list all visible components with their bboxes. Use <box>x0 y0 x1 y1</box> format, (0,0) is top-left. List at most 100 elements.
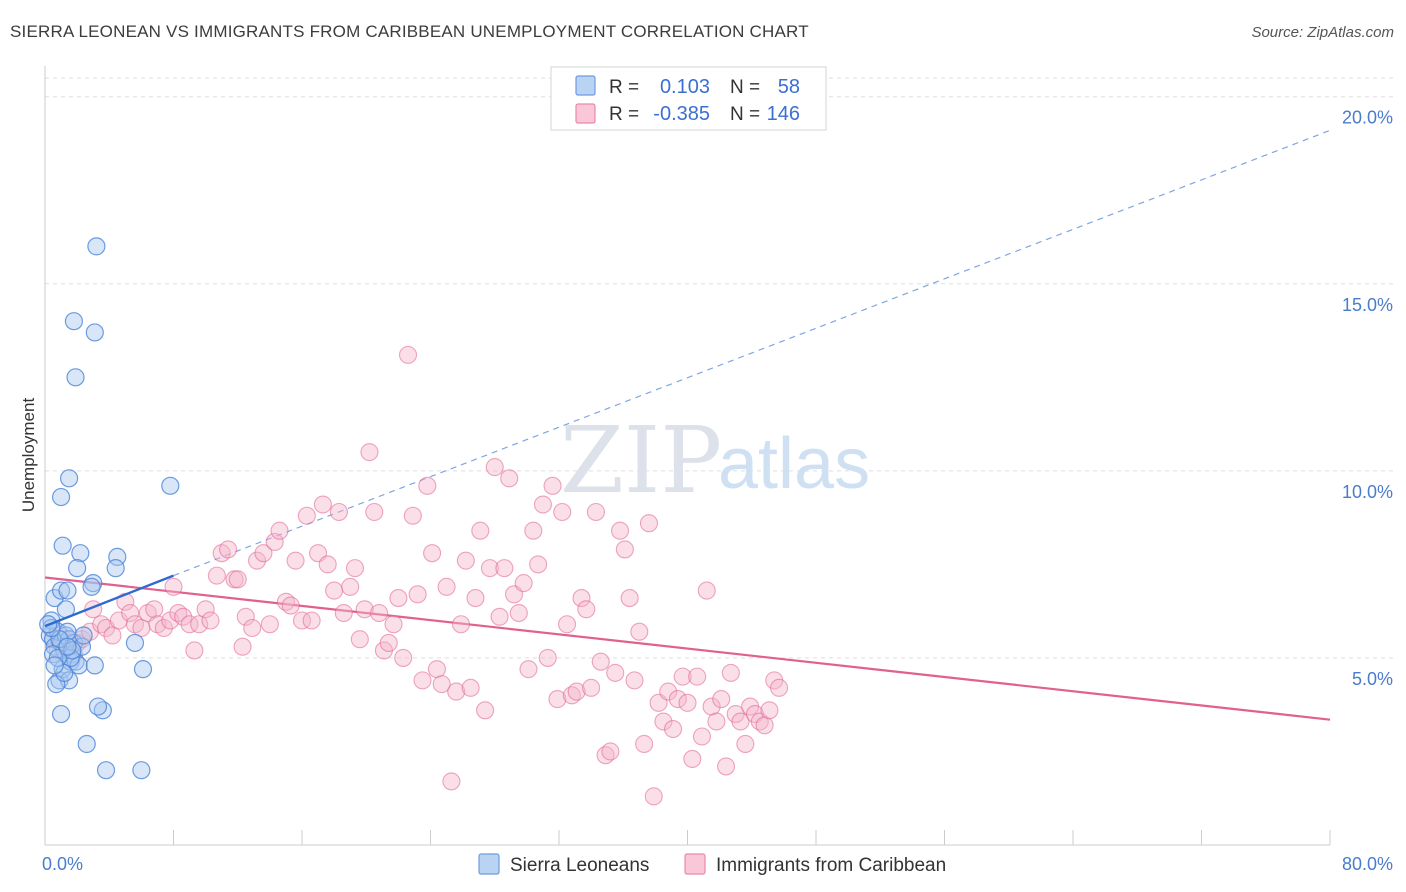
sierra-leonean-point-34 <box>51 487 71 507</box>
caribbean-point-113 <box>615 540 634 559</box>
caribbean-point-101 <box>557 615 577 634</box>
caribbean-point-96 <box>533 495 552 514</box>
trend-line-caribbean <box>44 576 1331 721</box>
legend-swatch-caribbean <box>684 853 706 875</box>
caribbean-point-36 <box>233 637 252 656</box>
caribbean-point-30 <box>201 611 220 630</box>
caribbean-point-104 <box>572 589 591 608</box>
caribbean-point-82 <box>466 589 485 608</box>
sierra-leonean-point-56 <box>45 656 64 675</box>
caribbean-point-93 <box>519 660 538 679</box>
sierra-leonean-point-32 <box>108 547 127 567</box>
caribbean-point-85 <box>480 559 499 578</box>
caribbean-point-74 <box>427 660 446 679</box>
caribbean-point-83 <box>471 521 490 540</box>
caribbean-point-110 <box>601 742 620 761</box>
legend-r-value-pink: -0.385 <box>653 103 710 125</box>
caribbean-point-72 <box>418 476 437 495</box>
sierra-leonean-point-38 <box>66 368 85 387</box>
caribbean-point-65 <box>384 615 403 634</box>
caribbean-point-116 <box>630 622 649 641</box>
caribbean-point-39 <box>247 551 267 570</box>
caribbean-point-133 <box>712 690 731 709</box>
caribbean-point-40 <box>254 544 273 563</box>
caribbean-point-71 <box>413 671 432 690</box>
sierra-leonean-point-46 <box>51 704 71 724</box>
sierra-leonean-point-47 <box>77 734 96 754</box>
sierra-leonean-point-57 <box>58 637 77 656</box>
legend-swatch-sierra-leoneans <box>478 853 500 875</box>
y-tick-label-10: 10.0% <box>1342 482 1393 502</box>
caribbean-point-99 <box>548 690 567 709</box>
trend-line-sierra-leonean-extension <box>173 129 1331 577</box>
caribbean-point-111 <box>606 663 625 682</box>
caribbean-point-28 <box>190 615 209 634</box>
caribbean-point-80 <box>456 551 475 570</box>
sierra-leonean-point-49 <box>132 761 151 780</box>
caribbean-point-27 <box>185 641 204 660</box>
legend-n-label-blue: N = <box>730 77 760 98</box>
caribbean-point-95 <box>529 555 548 574</box>
caribbean-point-56 <box>341 577 360 596</box>
caribbean-point-58 <box>350 630 369 649</box>
legend-n-value-pink: 146 <box>767 103 800 125</box>
legend-r-label-pink: R = <box>609 104 639 125</box>
caribbean-point-77 <box>442 772 461 791</box>
caribbean-point-106 <box>582 678 601 697</box>
trend-lines <box>44 129 1331 721</box>
sierra-leonean-point-41 <box>85 656 104 675</box>
chart-title: SIERRA LEONEAN VS IMMIGRANTS FROM CARIBB… <box>10 22 809 41</box>
caribbean-point-124 <box>668 690 687 709</box>
y-tick-label-20: 20.0% <box>1342 108 1393 128</box>
caribbean-point-103 <box>567 682 586 701</box>
sierra-leonean-point-28 <box>53 536 72 555</box>
caribbean-point-53 <box>325 581 344 600</box>
caribbean-point-67 <box>394 648 413 667</box>
caribbean-point-132 <box>707 712 726 731</box>
y-axis-label: Unemployment <box>19 398 38 513</box>
caribbean-point-55 <box>334 603 353 623</box>
sierra-leonean-point-40 <box>161 476 180 495</box>
caribbean-point-47 <box>292 611 312 630</box>
caribbean-point-26 <box>180 615 199 634</box>
caribbean-point-112 <box>610 521 630 540</box>
legend-swatch-pink <box>575 103 596 124</box>
caribbean-point-51 <box>313 495 332 514</box>
sierra-leonean-point-36 <box>64 312 84 331</box>
caribbean-point-105 <box>577 600 596 619</box>
caribbean-point-75 <box>432 675 451 694</box>
caribbean-point-87 <box>490 607 509 626</box>
caribbean-point-117 <box>635 734 654 754</box>
caribbean-point-35 <box>228 570 247 589</box>
series-sierra-leonean-points <box>39 237 180 780</box>
watermark: ZIP atlas <box>560 407 870 514</box>
caribbean-point-86 <box>485 458 504 477</box>
caribbean-point-66 <box>389 589 408 608</box>
caribbean-point-70 <box>408 585 427 604</box>
caribbean-point-68 <box>398 345 418 364</box>
sierra-leonean-point-37 <box>85 323 104 342</box>
sierra-leonean-point-33 <box>106 559 125 578</box>
caribbean-point-59 <box>355 600 374 619</box>
caribbean-point-127 <box>683 749 702 768</box>
caribbean-point-62 <box>370 603 389 623</box>
caribbean-point-12 <box>103 626 122 645</box>
legend-n-value-blue: 58 <box>778 76 800 98</box>
legend-swatch-blue <box>575 75 596 96</box>
x-tick-label-max: 80.0% <box>1342 854 1393 874</box>
caribbean-point-79 <box>451 615 471 634</box>
caribbean-point-23 <box>164 577 183 596</box>
caribbean-point-46 <box>286 551 305 570</box>
caribbean-point-118 <box>639 514 659 533</box>
caribbean-point-73 <box>423 544 442 563</box>
caribbean-point-29 <box>196 600 215 619</box>
caribbean-point-125 <box>673 667 692 686</box>
caribbean-point-107 <box>586 502 605 522</box>
caribbean-point-78 <box>447 682 466 701</box>
sierra-leonean-point-13 <box>58 581 77 600</box>
sierra-leonean-point-29 <box>68 559 87 578</box>
x-axis-tick-labels: 0.0% 80.0% <box>42 854 1393 874</box>
legend-label-sierra-leoneans: Sierra Leoneans <box>510 855 649 876</box>
sierra-leonean-point-42 <box>125 633 145 653</box>
caribbean-point-94 <box>524 521 543 540</box>
